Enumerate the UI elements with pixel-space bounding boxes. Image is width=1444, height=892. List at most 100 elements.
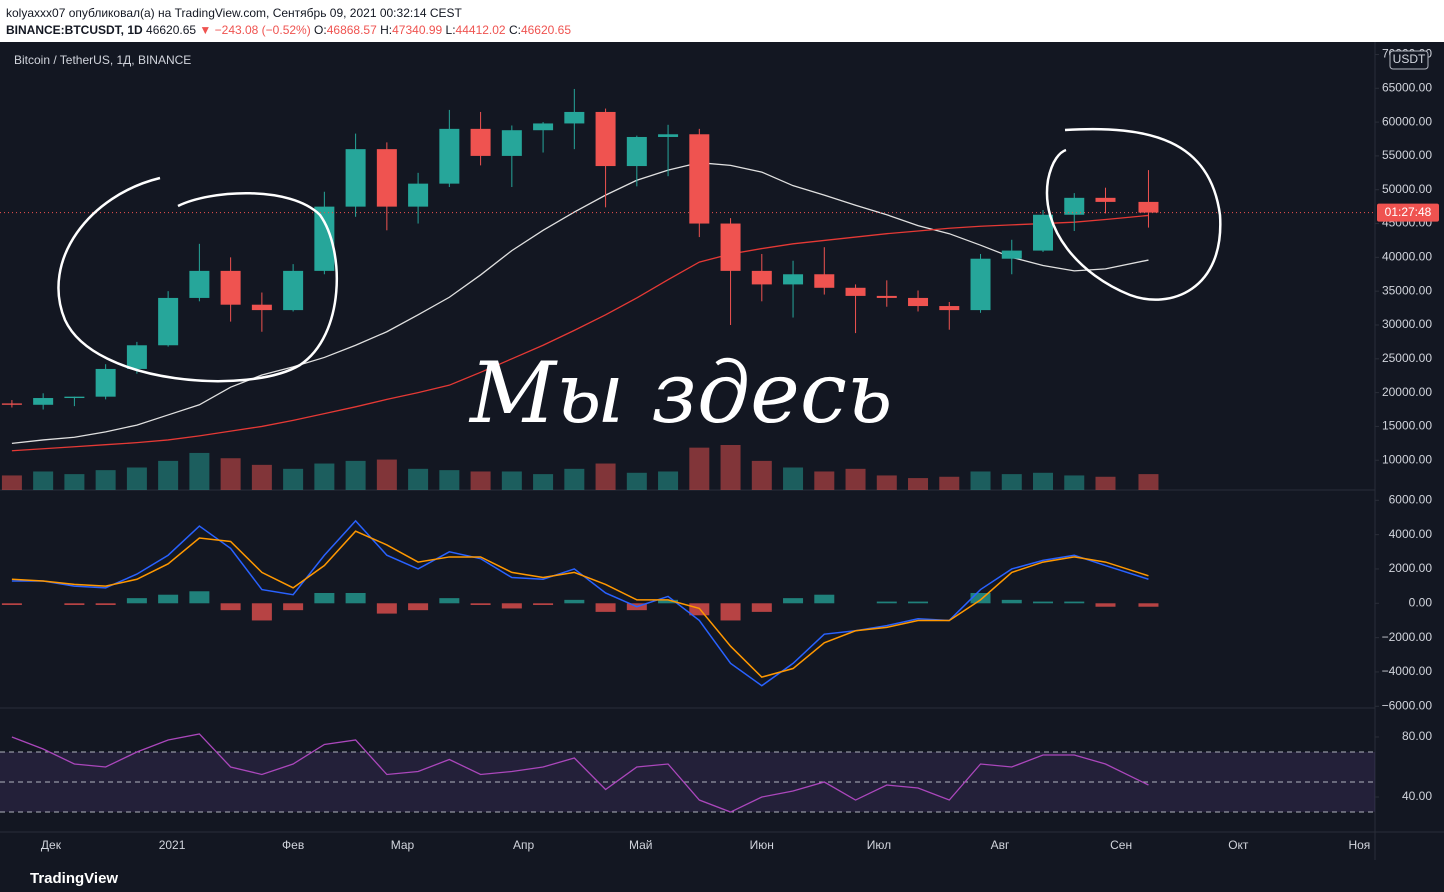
- volume-bar: [533, 474, 554, 490]
- candle-body: [658, 134, 679, 137]
- x-tick-label: Июл: [867, 838, 891, 852]
- candle-body: [64, 396, 85, 399]
- ohlc-value: 46620.65: [520, 23, 572, 37]
- drawings: [57, 127, 1222, 383]
- x-tick-label: Фев: [282, 838, 304, 852]
- volume-bar: [95, 470, 116, 490]
- volume-bar: [1138, 474, 1159, 490]
- x-tick-label: Окт: [1228, 838, 1249, 852]
- candle-body: [814, 274, 835, 288]
- volume-bar: [1001, 474, 1022, 490]
- histogram-bar: [908, 601, 929, 604]
- volume-bar: [314, 463, 335, 490]
- volume-bar: [189, 452, 210, 490]
- ohlc-value: 46868.57: [326, 23, 377, 37]
- histogram-bar: [189, 591, 210, 604]
- volume-bar: [845, 468, 866, 490]
- candle-body: [689, 134, 710, 224]
- histogram-bar: [1, 603, 22, 606]
- candle-body: [533, 123, 554, 131]
- volume-bar: [720, 445, 741, 490]
- volume-bar: [689, 447, 710, 490]
- x-tick-label: Авг: [991, 838, 1010, 852]
- ohlc-label: L:: [445, 23, 456, 37]
- y-tick-label: 30000.00: [1382, 317, 1432, 331]
- candle-body: [908, 297, 929, 307]
- histogram-bar: [564, 599, 585, 604]
- x-tick-label: 2021: [159, 838, 186, 852]
- volume-bar: [126, 467, 147, 490]
- volume-bar: [376, 459, 397, 490]
- macd-line: [11, 530, 1149, 678]
- moving-average: [11, 214, 1149, 452]
- candle-body: [220, 270, 241, 305]
- y-tick-label: 20000.00: [1382, 385, 1432, 399]
- histogram-bar: [314, 592, 335, 604]
- candle-body: [626, 136, 647, 167]
- candle-body: [845, 287, 866, 296]
- x-tick-label: Сен: [1110, 838, 1132, 852]
- candle-body: [126, 345, 147, 369]
- circle-drawing: [1045, 127, 1222, 301]
- quote-line: BINANCE:BTCUSDT, 1D 46620.65 ▼ −243.08 (…: [6, 23, 571, 37]
- volume-bar: [251, 464, 272, 490]
- candle-body: [376, 149, 397, 207]
- histogram-bar: [501, 603, 522, 609]
- candle-body: [1, 403, 22, 405]
- y-tick-label: 60000.00: [1382, 114, 1432, 128]
- histogram-bar: [876, 601, 897, 604]
- volume-bar: [1033, 472, 1054, 490]
- x-tick-label: Ноя: [1348, 838, 1370, 852]
- candle-body: [1064, 197, 1085, 215]
- candle-body: [1095, 197, 1116, 202]
- candle-body: [33, 398, 54, 405]
- histogram-bar: [1138, 603, 1159, 607]
- histogram-bar: [595, 603, 616, 612]
- histogram-bar: [439, 598, 460, 604]
- y-tick-label: −2000.00: [1382, 630, 1433, 644]
- histogram-bar: [783, 598, 804, 604]
- candle-body: [158, 297, 179, 346]
- histogram-bar: [283, 603, 304, 611]
- histogram-bar: [1033, 601, 1054, 604]
- volume-bar: [64, 474, 85, 490]
- countdown: 01:27:48: [1385, 205, 1432, 219]
- y-tick-label: 65000.00: [1382, 80, 1432, 94]
- x-tick-label: Май: [629, 838, 653, 852]
- ohlc-label: C:: [508, 23, 521, 37]
- y-tick-label: 0.00: [1409, 595, 1433, 609]
- volume-bar: [1, 475, 22, 490]
- last: 46620.65: [146, 23, 197, 37]
- histogram-bar: [408, 603, 429, 611]
- currency: USDT: [1393, 52, 1426, 66]
- y-tick-label: 25000.00: [1382, 351, 1432, 365]
- candle-body: [595, 111, 616, 167]
- histogram-bar: [158, 594, 179, 604]
- candle-body: [1033, 214, 1054, 251]
- candle-body: [939, 306, 960, 311]
- candle-body: [720, 223, 741, 271]
- histogram-bar: [970, 592, 991, 604]
- histogram-bar: [720, 603, 741, 621]
- x-tick-label: Мар: [391, 838, 415, 852]
- y-tick-label: 15000.00: [1382, 419, 1432, 433]
- x-tick-label: Апр: [513, 838, 535, 852]
- candle-body: [345, 149, 366, 207]
- candle-body: [783, 274, 804, 285]
- volume-bar: [1095, 476, 1116, 490]
- ohlc-value: 44412.02: [455, 23, 506, 37]
- histogram-bar: [345, 592, 366, 604]
- y-tick-label: 50000.00: [1382, 182, 1432, 196]
- pane-title: Bitcoin / TetherUS, 1Д, BINANCE: [14, 53, 191, 67]
- histogram-bar: [126, 598, 147, 604]
- histogram-bar: [376, 603, 397, 614]
- volume-bar: [970, 471, 991, 490]
- histogram-bar: [251, 603, 272, 621]
- histogram-bar: [220, 603, 241, 611]
- volume-bar: [939, 476, 960, 490]
- ohlc-label: O:: [314, 23, 327, 37]
- histogram-bar: [1064, 601, 1085, 604]
- y-tick-label: 40000.00: [1382, 250, 1432, 264]
- histogram-bar: [470, 603, 491, 606]
